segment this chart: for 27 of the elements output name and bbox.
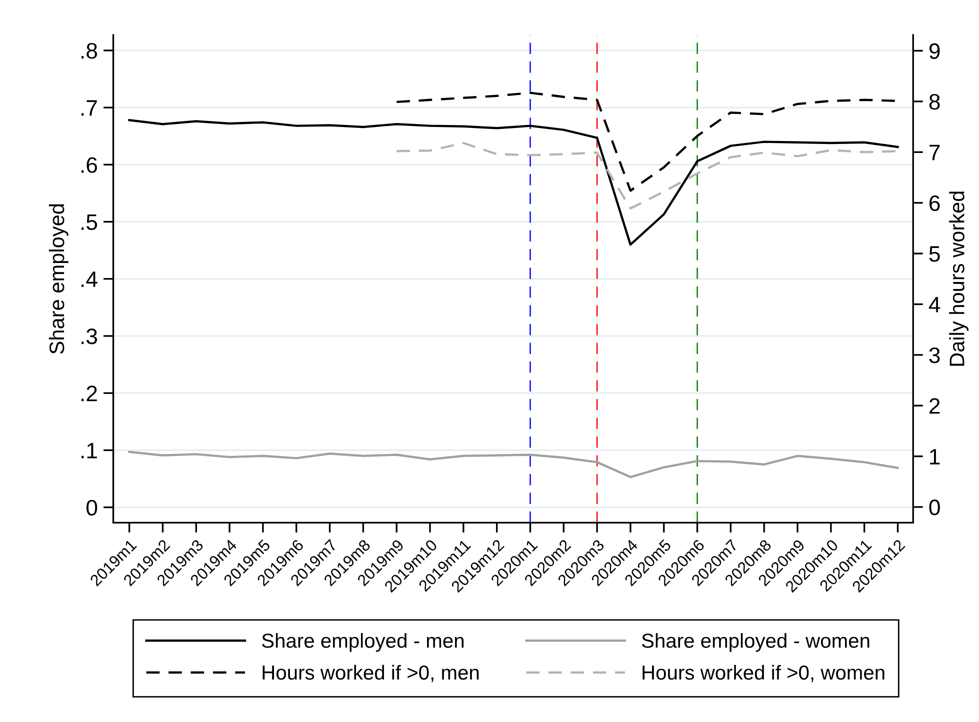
y-axis-title: Share employed xyxy=(48,204,68,354)
y2-tick-label: 0 xyxy=(929,500,940,516)
y2-tick-label: 1 xyxy=(930,449,940,464)
y-tick-label: .5 xyxy=(81,214,98,230)
y-tick-label: .3 xyxy=(81,328,98,344)
y2-tick-label: 8 xyxy=(929,94,940,110)
y2-tick-label: 6 xyxy=(930,195,940,212)
legend-label: Hours worked if >0, men xyxy=(262,664,479,682)
y2-tick-label: 3 xyxy=(929,347,940,364)
y-tick-label: .1 xyxy=(81,442,97,458)
y-tick-label: .4 xyxy=(81,272,98,287)
legend-label: Share employed - men xyxy=(262,633,464,652)
y-tick-label: 0 xyxy=(86,500,98,516)
line-series xyxy=(128,119,899,246)
line-series xyxy=(128,450,899,478)
y2-tick-label: 9 xyxy=(929,43,940,60)
y2-tick-label: 2 xyxy=(930,398,940,414)
y-tick-label: .6 xyxy=(81,157,98,173)
legend-label: Share employed - women xyxy=(642,633,870,652)
y-tick-label: .8 xyxy=(81,42,98,59)
y2-tick-label: 4 xyxy=(928,296,940,312)
y2-axis-title: Daily hours worked xyxy=(949,192,969,366)
y2-tick-label: 5 xyxy=(929,246,940,262)
y2-tick-label: 7 xyxy=(930,144,940,160)
y-tick-label: .2 xyxy=(81,386,97,402)
y-tick-label: .7 xyxy=(81,100,97,116)
legend-label: Hours worked if >0, women xyxy=(642,664,884,682)
